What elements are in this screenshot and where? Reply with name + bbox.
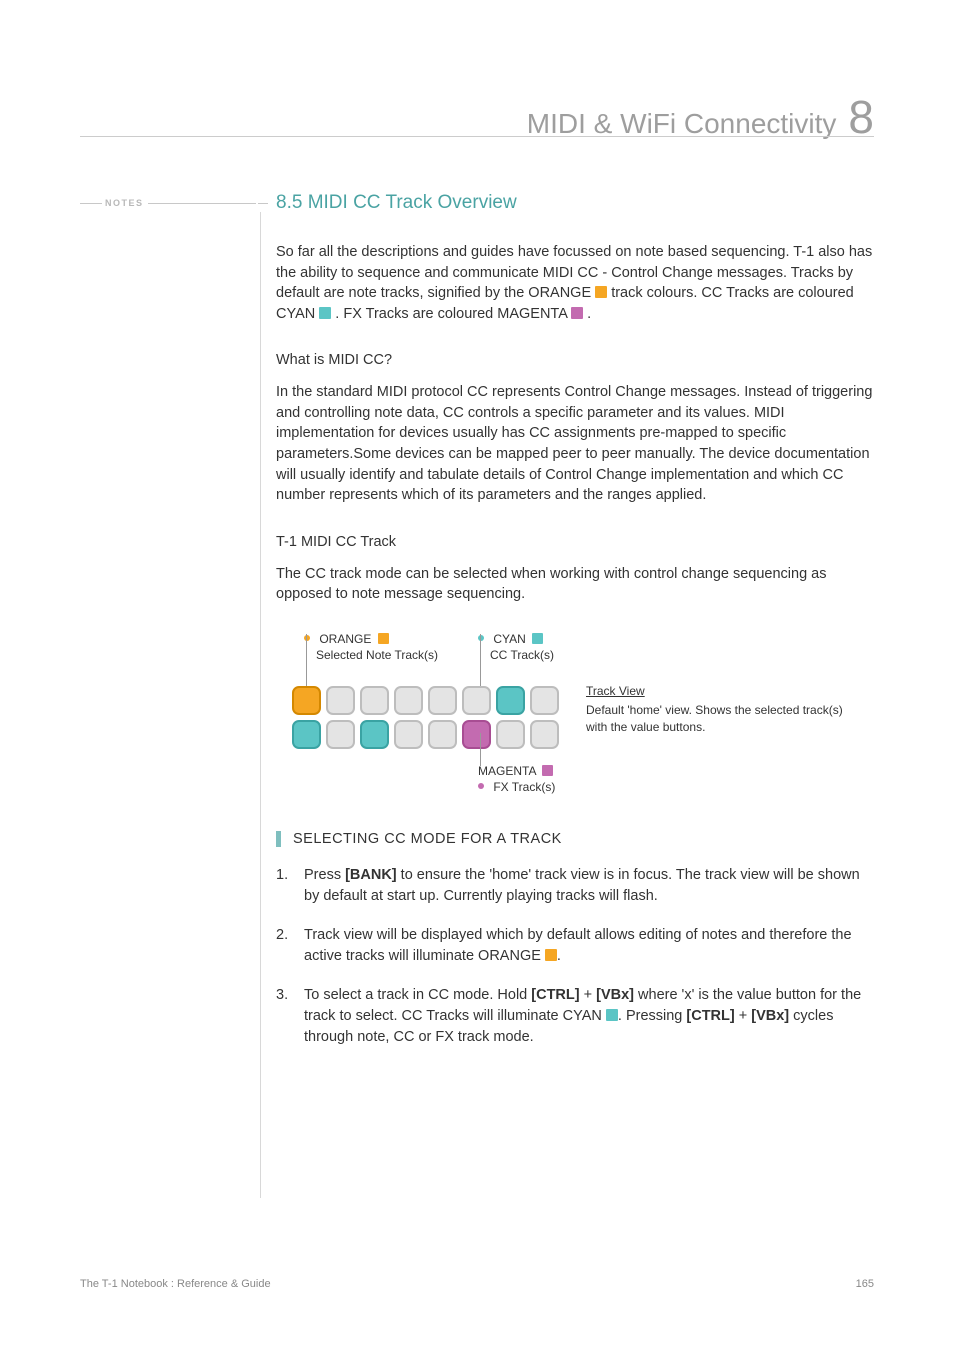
cyan-swatch — [606, 1009, 618, 1021]
paragraph: In the standard MIDI protocol CC represe… — [276, 382, 874, 505]
value-button — [428, 686, 457, 715]
legend-orange: ORANGE Selected Note Track(s) — [304, 631, 438, 663]
key-label: [CTRL] — [531, 987, 579, 1003]
legend-label: MAGENTA — [478, 764, 536, 778]
swatch-icon — [542, 765, 553, 776]
page-footer: The T-1 Notebook : Reference & Guide 165 — [80, 1278, 874, 1290]
orange-swatch — [545, 949, 557, 961]
value-button — [292, 720, 321, 749]
step-number: 1. — [276, 865, 304, 907]
magenta-swatch — [571, 307, 583, 319]
value-button — [326, 720, 355, 749]
legend-cyan: CYAN CC Track(s) — [478, 631, 554, 663]
desc-title: Track View — [586, 683, 846, 700]
value-button — [462, 720, 491, 749]
orange-swatch — [595, 286, 607, 298]
stem-icon — [306, 634, 307, 686]
legend-label: ORANGE — [319, 632, 371, 646]
value-button — [394, 720, 423, 749]
value-button — [530, 686, 559, 715]
page-number: 165 — [856, 1278, 874, 1290]
text: . — [557, 948, 561, 964]
track-view-diagram: ORANGE Selected Note Track(s) CYAN CC Tr… — [286, 631, 856, 801]
key-label: [CTRL] — [686, 1008, 734, 1024]
key-label: [BANK] — [345, 867, 397, 883]
value-button — [462, 686, 491, 715]
step-item: 2. Track view will be displayed which by… — [276, 925, 874, 967]
value-button — [360, 720, 389, 749]
step-number: 2. — [276, 925, 304, 967]
value-button — [326, 686, 355, 715]
subheading: What is MIDI CC? — [276, 352, 874, 368]
text: Track view will be displayed which by de… — [304, 927, 852, 964]
track-view-description: Track View Default 'home' view. Shows th… — [586, 683, 846, 735]
legend-sub: Selected Note Track(s) — [316, 648, 438, 662]
dot-icon — [304, 635, 310, 641]
step-number: 3. — [276, 985, 304, 1048]
value-button — [530, 720, 559, 749]
desc-body: Default 'home' view. Shows the selected … — [586, 703, 843, 734]
text: . FX Tracks are coloured MAGENTA — [335, 306, 571, 322]
notes-rule — [148, 203, 256, 204]
swatch-icon — [378, 633, 389, 644]
legend-label: CYAN — [493, 632, 525, 646]
value-buttons-grid — [292, 686, 559, 749]
legend-magenta: MAGENTA FX Track(s) — [478, 763, 555, 795]
notes-rule — [258, 203, 268, 204]
subheading: T-1 MIDI CC Track — [276, 534, 874, 550]
step-body: To select a track in CC mode. Hold [CTRL… — [304, 985, 874, 1048]
header-rule — [80, 136, 874, 137]
key-label: [VBx] — [596, 987, 634, 1003]
value-button — [394, 686, 423, 715]
section-title: 8.5 MIDI CC Track Overview — [276, 192, 874, 214]
swatch-icon — [532, 633, 543, 644]
content-divider — [260, 212, 261, 1198]
instruction-steps: 1. Press [BANK] to ensure the 'home' tra… — [276, 865, 874, 1048]
text: Press — [304, 867, 345, 883]
notes-sidebar-label: NOTES — [105, 198, 144, 208]
callout-title: SELECTING CC MODE FOR A TRACK — [276, 831, 874, 847]
cyan-swatch — [319, 307, 331, 319]
paragraph: The CC track mode can be selected when w… — [276, 564, 874, 605]
stem-icon — [480, 733, 481, 766]
text: . Pressing — [618, 1008, 687, 1024]
legend-sub: CC Track(s) — [490, 648, 554, 662]
value-button — [360, 686, 389, 715]
step-body: Press [BANK] to ensure the 'home' track … — [304, 865, 874, 907]
text: . — [587, 306, 591, 322]
text: + — [580, 987, 597, 1003]
main-content: 8.5 MIDI CC Track Overview So far all th… — [276, 192, 874, 1066]
value-button — [428, 720, 457, 749]
value-button — [496, 686, 525, 715]
step-item: 3. To select a track in CC mode. Hold [C… — [276, 985, 874, 1048]
footer-left: The T-1 Notebook : Reference & Guide — [80, 1278, 271, 1290]
text: To select a track in CC mode. Hold — [304, 987, 531, 1003]
text: + — [735, 1008, 752, 1024]
stem-icon — [480, 634, 481, 686]
legend-sub: FX Track(s) — [493, 780, 555, 794]
intro-paragraph: So far all the descriptions and guides h… — [276, 242, 874, 324]
value-button — [292, 686, 321, 715]
step-body: Track view will be displayed which by de… — [304, 925, 874, 967]
step-item: 1. Press [BANK] to ensure the 'home' tra… — [276, 865, 874, 907]
key-label: [VBx] — [751, 1008, 789, 1024]
value-button — [496, 720, 525, 749]
dot-icon — [478, 783, 484, 789]
notes-rule — [80, 203, 102, 204]
dot-icon — [478, 635, 484, 641]
